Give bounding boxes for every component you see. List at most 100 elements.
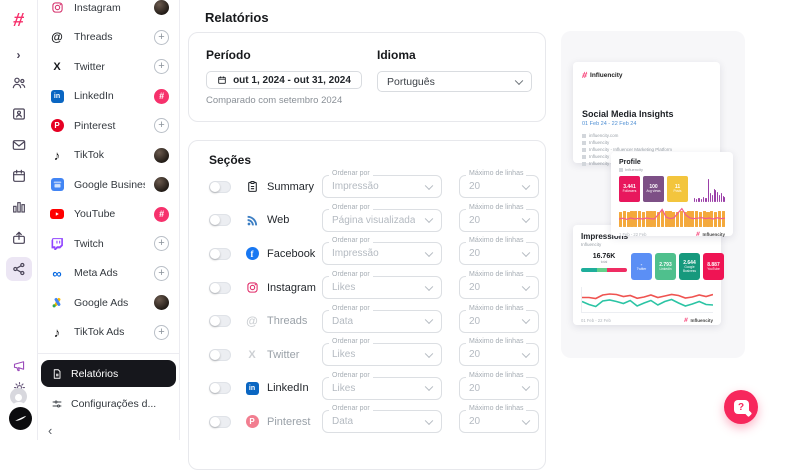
stat-tile: 100 Avg views (643, 176, 664, 202)
influencity-logo-icon[interactable]: # (11, 10, 26, 31)
page-title: Relatórios (205, 10, 269, 25)
preview-report-title: Social Media Insights (582, 109, 674, 119)
sidebar-item-twitter[interactable]: X Twitter + (38, 52, 179, 82)
order-by-select[interactable]: Ordenar por Likes (322, 338, 442, 367)
linkedin-icon: in (49, 89, 65, 103)
chevron-down-icon (424, 382, 434, 392)
order-by-select[interactable]: Ordenar por Data (322, 405, 442, 434)
connect-plus-icon[interactable]: + (154, 118, 169, 134)
max-lines-select[interactable]: Máximo de linhas 20 (459, 203, 539, 232)
sidebar-item-reports[interactable]: Relatórios (41, 360, 176, 387)
profile-account-tag: Influencity (619, 167, 725, 172)
linkedin-toggle[interactable] (209, 382, 231, 395)
channel-avatar (154, 295, 169, 311)
facebook-toggle[interactable] (209, 247, 231, 260)
pinterest-toggle[interactable] (209, 415, 231, 428)
profile-tiles: 3.441 Followers 100 Avg views 11 Posts (619, 176, 688, 202)
analytics-icon[interactable] (6, 195, 32, 219)
inbox-icon[interactable] (6, 133, 32, 157)
sidebar-item-meta-ads[interactable]: ∞ Meta Ads + (38, 259, 179, 289)
team-icon[interactable] (6, 71, 32, 95)
summary-icon (244, 180, 260, 193)
max-lines-select[interactable]: Máximo de linhas 20 (459, 405, 539, 434)
max-lines-select[interactable]: Máximo de linhas 20 (459, 304, 539, 333)
sidebar-item-linkedin[interactable]: in LinkedIn # (38, 82, 179, 112)
max-lines-select[interactable]: Máximo de linhas 20 (459, 371, 539, 400)
preview-impressions-page: Impressions Influencity 16.76K total - Tw… (573, 225, 724, 325)
section-row-linkedin: in LinkedIn Ordenar por Likes Máximo de l… (209, 371, 539, 406)
report-preview-panel: # Influencity Social Media Insights 01 F… (561, 31, 745, 358)
order-by-select[interactable]: Ordenar por Página visualizada (322, 203, 442, 232)
max-lines-select[interactable]: Máximo de linhas 20 (459, 271, 539, 300)
expand-rail-chevron-icon[interactable]: › (16, 48, 21, 62)
order-by-select[interactable]: Ordenar por Impressão (322, 237, 442, 266)
report-doc-icon (51, 368, 63, 380)
influencity-logo: # Influencity (695, 231, 725, 238)
web-toggle[interactable] (209, 214, 231, 227)
chevron-down-icon (521, 315, 531, 325)
date-range-value: out 1, 2024 - out 31, 2024 (233, 74, 351, 86)
connect-plus-icon[interactable]: + (154, 236, 169, 252)
chevron-down-icon (424, 282, 434, 291)
impressions-tiles: - Twitter 2.793 LinkedIn 2.644 Google Busin… (631, 253, 724, 280)
max-lines-select[interactable]: Máximo de linhas 20 (459, 338, 539, 367)
collapse-sidebar-chevron-icon[interactable]: ‹ (48, 423, 53, 438)
summary-toggle[interactable] (209, 180, 231, 193)
threads-icon: @ (246, 314, 258, 329)
period-helper: Comparado com setembro 2024 (206, 95, 343, 106)
sidebar-item-google-ads[interactable]: Google Ads (38, 288, 179, 318)
max-lines-select[interactable]: Máximo de linhas 20 (459, 170, 539, 199)
channel-list: Instagram @ Threads + X Twitter + in Lin… (38, 0, 179, 347)
connect-plus-icon[interactable]: + (154, 324, 169, 340)
help-fab-button[interactable]: ? (724, 390, 758, 424)
order-by-select[interactable]: Ordenar por Likes (322, 271, 442, 300)
contact-card-icon[interactable] (6, 102, 32, 126)
facebook-icon: f (244, 247, 260, 261)
icon-rail: # › (0, 0, 38, 440)
profile-bar-line-chart (619, 207, 725, 227)
calendar-icon (217, 75, 227, 85)
language-label: Idioma (377, 48, 416, 62)
period-card: Período out 1, 2024 - out 31, 2024 Compa… (188, 32, 546, 122)
preview-cover-page: # Influencity Social Media Insights 01 F… (573, 62, 720, 166)
channel-sidebar: Instagram @ Threads + X Twitter + in Lin… (38, 0, 180, 440)
language-select[interactable]: Português (377, 71, 532, 92)
sidebar-item-threads[interactable]: @ Threads + (38, 23, 179, 53)
twitter-toggle[interactable] (209, 348, 231, 361)
sidebar-item-tiktok-ads[interactable]: ♪ TikTok Ads + (38, 318, 179, 348)
chevron-down-icon (424, 349, 434, 358)
order-by-select[interactable]: Ordenar por Impressão (322, 170, 442, 199)
sidebar-item-twitch[interactable]: Twitch + (38, 229, 179, 259)
sidebar-item-instagram[interactable]: Instagram (38, 0, 179, 23)
channel-avatar (154, 177, 169, 193)
sidebar-item-google-business[interactable]: Google Business... (38, 170, 179, 200)
connections-icon[interactable] (5, 257, 32, 281)
youtube-icon (49, 209, 65, 220)
instagram-toggle[interactable] (209, 281, 231, 294)
influencity-logo: # Influencity (683, 317, 713, 324)
order-by-select[interactable]: Ordenar por Data (322, 304, 442, 333)
megaphone-icon[interactable] (6, 353, 32, 377)
max-lines-select[interactable]: Máximo de linhas 20 (459, 237, 539, 266)
stat-tile: - Twitter (631, 253, 652, 280)
stat-tile: 8.887 YouTube (703, 253, 724, 280)
calendar-icon[interactable] (6, 164, 32, 188)
sidebar-item-pinterest[interactable]: P Pinterest + (38, 111, 179, 141)
chevron-down-icon (424, 248, 434, 258)
connect-plus-icon[interactable]: + (154, 29, 169, 45)
pinterest-icon: P (244, 415, 260, 429)
chevron-down-icon (521, 282, 531, 291)
sidebar-item-youtube[interactable]: YouTube # (38, 200, 179, 230)
export-icon[interactable] (6, 226, 32, 250)
brand-avatar[interactable] (9, 407, 32, 430)
connect-plus-icon[interactable]: + (154, 59, 169, 75)
sidebar-item-tiktok[interactable]: ♪ TikTok (38, 141, 179, 171)
profile-bar-spark (694, 178, 726, 202)
sidebar-item-settings[interactable]: Configurações d... (41, 390, 176, 417)
threads-toggle[interactable] (209, 315, 231, 328)
date-range-input[interactable]: out 1, 2024 - out 31, 2024 (206, 71, 362, 89)
connect-plus-icon[interactable]: + (154, 265, 169, 281)
order-by-select[interactable]: Ordenar por Likes (322, 371, 442, 400)
language-value: Português (387, 75, 435, 88)
user-avatar[interactable] (10, 388, 27, 405)
